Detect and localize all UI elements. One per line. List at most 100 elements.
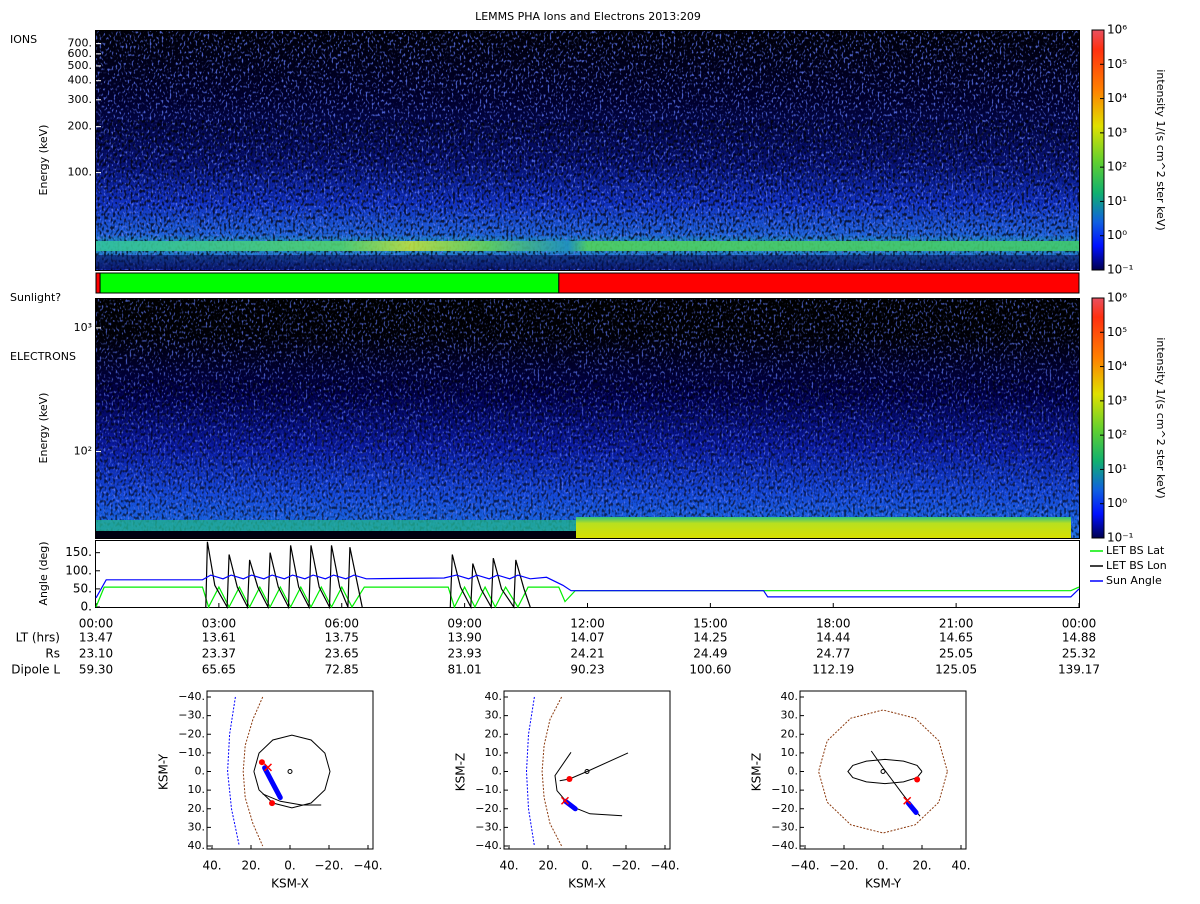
orbit-trace: [242, 696, 264, 847]
y-tick-label: −20.: [178, 727, 205, 740]
x-tick-label: −40.: [790, 859, 819, 873]
x-tick-label: −40.: [650, 859, 679, 873]
y-tick-label: 100.: [68, 166, 93, 179]
panel-frame: [95, 540, 1080, 608]
y-axis-label: KSM-Z: [750, 753, 764, 791]
y-tick-label: 600.: [68, 47, 93, 60]
y-tick-label: 40.: [485, 690, 503, 703]
sunlight-segment: [95, 272, 101, 294]
colorbar: [1091, 29, 1105, 271]
colorbar-label: intensity 1/(s cm^2 ster keV): [1154, 69, 1167, 230]
colorbar-tick-label: 10¹: [1107, 462, 1127, 476]
ephemeris-value: 23.93: [447, 647, 481, 661]
y-tick-label: −10.: [771, 783, 798, 796]
planet: [287, 769, 293, 774]
colorbar-tick-label: 10⁴: [1107, 359, 1127, 373]
colorbar-tick-label: 10⁵: [1107, 325, 1127, 339]
plot-layer: LEMMS PHA Ions and Electrons 2013:209 ION…: [10, 10, 1167, 891]
x-axis-label: KSM-X: [568, 877, 606, 891]
x-tick-label: 40.: [951, 859, 970, 873]
x-tick-label: 15:00: [693, 617, 728, 631]
y-tick-label: 40.: [781, 690, 799, 703]
ephemeris-value: 25.05: [939, 647, 973, 661]
x-tick-label: 20.: [538, 859, 557, 873]
y-tick-label: −20.: [475, 802, 502, 815]
orbit-marker: [566, 775, 573, 782]
planet: [584, 769, 590, 774]
y-tick-label: 150.: [65, 545, 92, 559]
y-tick-label: 0.: [788, 765, 799, 778]
colorbar-tick-label: 10⁰: [1107, 496, 1127, 510]
y-tick-label: 0.: [195, 765, 206, 778]
ephemeris-value: 23.65: [325, 647, 359, 661]
y-tick-label: 500.: [68, 59, 93, 72]
y-tick-label: −20.: [771, 802, 798, 815]
x-tick-label: 40.: [202, 859, 221, 873]
spectrogram-layer: [96, 31, 1079, 538]
y-tick-label: 0.: [492, 765, 503, 778]
y-tick-label: 10²: [74, 445, 92, 458]
orbit-marker: [560, 796, 569, 805]
orbit-trace: [262, 793, 322, 806]
orbit-marker: [258, 759, 265, 766]
ephemeris-value: 59.30: [79, 663, 113, 677]
series-line: [95, 574, 1080, 599]
x-tick-label: −40.: [353, 859, 382, 873]
x-tick-label: 09:00: [447, 617, 482, 631]
colorbar-tick-label: 10⁵: [1107, 57, 1127, 71]
y-tick-label: 700.: [68, 37, 93, 50]
electron-band: [96, 531, 576, 538]
ephemeris-value: 14.07: [570, 631, 604, 645]
sunlight-segment: [558, 272, 1080, 294]
y-tick-label: 20.: [781, 727, 799, 740]
colorbar-tick-label: 10⁴: [1107, 91, 1127, 105]
orbit-marker-stroke: [560, 796, 569, 805]
y-tick-label: 50.: [73, 581, 92, 595]
electron-band: [576, 517, 1071, 538]
ephemeris-value: 72.85: [325, 663, 359, 677]
x-tick-label: 18:00: [816, 617, 851, 631]
x-tick-label: 0.: [581, 859, 592, 873]
ephemeris-value: 100.60: [689, 663, 731, 677]
ephemeris-value: 25.32: [1062, 647, 1096, 661]
legend-label: Sun Angle: [1106, 574, 1162, 587]
y-axis-label: Energy (keV): [37, 125, 50, 196]
ephemeris-value: 13.61: [202, 631, 236, 645]
ephemeris-value: 24.49: [693, 647, 727, 661]
y-tick-label: 400.: [68, 74, 93, 87]
ephemeris-value: 81.01: [447, 663, 481, 677]
y-tick-label: 30.: [188, 820, 206, 833]
colorbar-tick-label: 10⁻¹: [1107, 263, 1134, 277]
ephemeris-value: 13.47: [79, 631, 113, 645]
x-tick-label: 0.: [877, 859, 888, 873]
orbit-trace: [559, 752, 629, 782]
chart-title: LEMMS PHA Ions and Electrons 2013:209: [475, 10, 701, 23]
electron-speckle: [96, 380, 1079, 538]
y-tick-label: −10.: [475, 783, 502, 796]
colorbar-tick-label: 10¹: [1107, 194, 1127, 208]
y-tick-label: −30.: [475, 820, 502, 833]
ephemeris-value: 13.75: [325, 631, 359, 645]
y-tick-label: 20.: [188, 802, 206, 815]
legend-label: LET BS Lon: [1106, 559, 1167, 572]
ephemeris-value: 14.44: [816, 631, 850, 645]
colorbar-tick-label: 10³: [1107, 125, 1127, 139]
ephemeris-value: 24.77: [816, 647, 850, 661]
legend-label: LET BS Lat: [1106, 544, 1165, 557]
orbit-trace: [818, 709, 948, 834]
y-tick-label: 30.: [781, 709, 799, 722]
x-axis-label: KSM-X: [271, 877, 309, 891]
y-tick-label: −30.: [178, 709, 205, 722]
orbit-marker-stroke: [903, 796, 912, 805]
colorbar-tick-label: 10⁻¹: [1107, 531, 1134, 545]
ephemeris-value: 23.37: [202, 647, 236, 661]
orbit-trace: [541, 696, 563, 847]
y-tick-label: 10.: [781, 746, 799, 759]
y-axis-label: KSM-Y: [157, 753, 171, 790]
y-axis-label: Angle (deg): [37, 541, 50, 605]
y-tick-label: −40.: [771, 839, 798, 852]
x-tick-label: 20.: [241, 859, 260, 873]
colorbar-tick-label: 10³: [1107, 393, 1127, 407]
orbit-trace: [525, 696, 535, 847]
ephemeris-value: 14.25: [693, 631, 727, 645]
